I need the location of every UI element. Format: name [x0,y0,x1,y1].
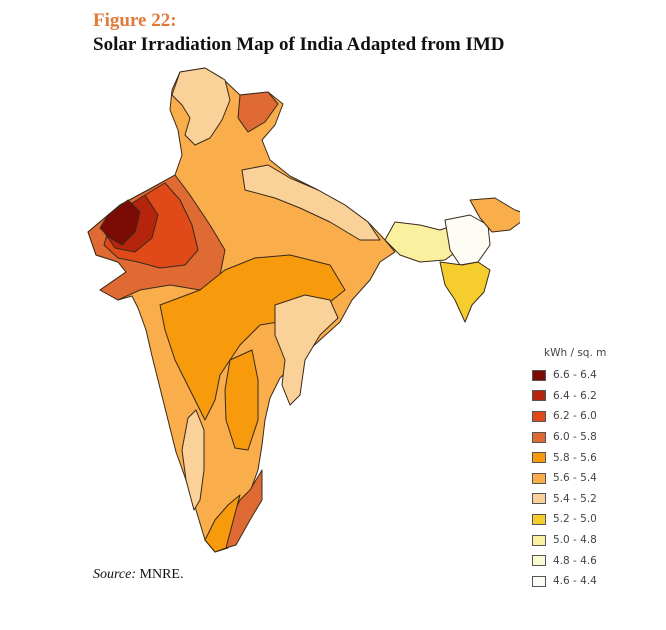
legend: kWh / sq. m 6.6 - 6.4 6.4 - 6.2 6.2 - 6.0 6… [532,347,606,592]
legend-swatch [532,431,546,443]
legend-label: 4.6 - 4.4 [553,575,597,588]
figure-label: Figure 22: [93,10,177,31]
india-solar-map [87,67,520,553]
legend-item: 4.6 - 4.4 [532,571,606,592]
map-region-rajasthan-core [99,199,141,246]
map-region-chhattisgarh [274,294,339,406]
map-region-northeast-south [439,261,491,323]
legend-label: 5.4 - 5.2 [553,492,597,505]
legend-swatch [532,575,546,587]
legend-swatch [532,555,546,567]
legend-item: 5.8 - 5.6 [532,447,606,468]
legend-label: 6.6 - 6.4 [553,369,597,382]
legend-item: 6.6 - 6.4 [532,365,606,386]
legend-item: 5.2 - 5.0 [532,509,606,530]
legend-swatch [532,452,546,464]
map-region-central [159,254,346,421]
legend-item: 6.0 - 5.8 [532,427,606,448]
map-region-northeast-core [444,214,491,266]
legend-swatch [532,513,546,525]
legend-swatch [532,369,546,381]
legend-item: 6.4 - 6.2 [532,386,606,407]
map-region-gangetic [241,164,381,241]
legend-swatch [532,472,546,484]
map-region-arunachal [469,197,520,233]
legend-item: 4.8 - 4.6 [532,550,606,571]
legend-title: kWh / sq. m [544,347,607,359]
legend-label: 5.0 - 4.8 [553,534,597,547]
legend-label: 6.4 - 6.2 [553,389,597,402]
legend-label: 5.6 - 5.4 [553,472,597,485]
map-region-south-tip [204,494,241,553]
source-text: MNRE. [136,567,184,582]
source-prefix: Source: [93,567,137,582]
legend-label: 4.8 - 4.6 [553,554,597,567]
figure-title: Solar Irradiation Map of India Adapted f… [93,34,505,55]
map-region-ladakh [237,91,279,133]
legend-item: 5.4 - 5.2 [532,489,606,510]
legend-label: 6.0 - 5.8 [553,431,597,444]
legend-swatch [532,390,546,402]
map-region-ghats [181,409,205,511]
legend-swatch [532,534,546,546]
legend-swatch [532,410,546,422]
legend-swatch [532,493,546,505]
source-note: Source: MNRE. [93,567,183,583]
legend-item: 6.2 - 6.0 [532,406,606,427]
legend-item: 5.6 - 5.4 [532,468,606,489]
legend-label: 5.2 - 5.0 [553,513,597,526]
map-region-kashmir [171,67,231,146]
legend-item: 5.0 - 4.8 [532,530,606,551]
legend-label: 6.2 - 6.0 [553,410,597,423]
legend-label: 5.8 - 5.6 [553,451,597,464]
map-region-deccan [224,349,259,451]
